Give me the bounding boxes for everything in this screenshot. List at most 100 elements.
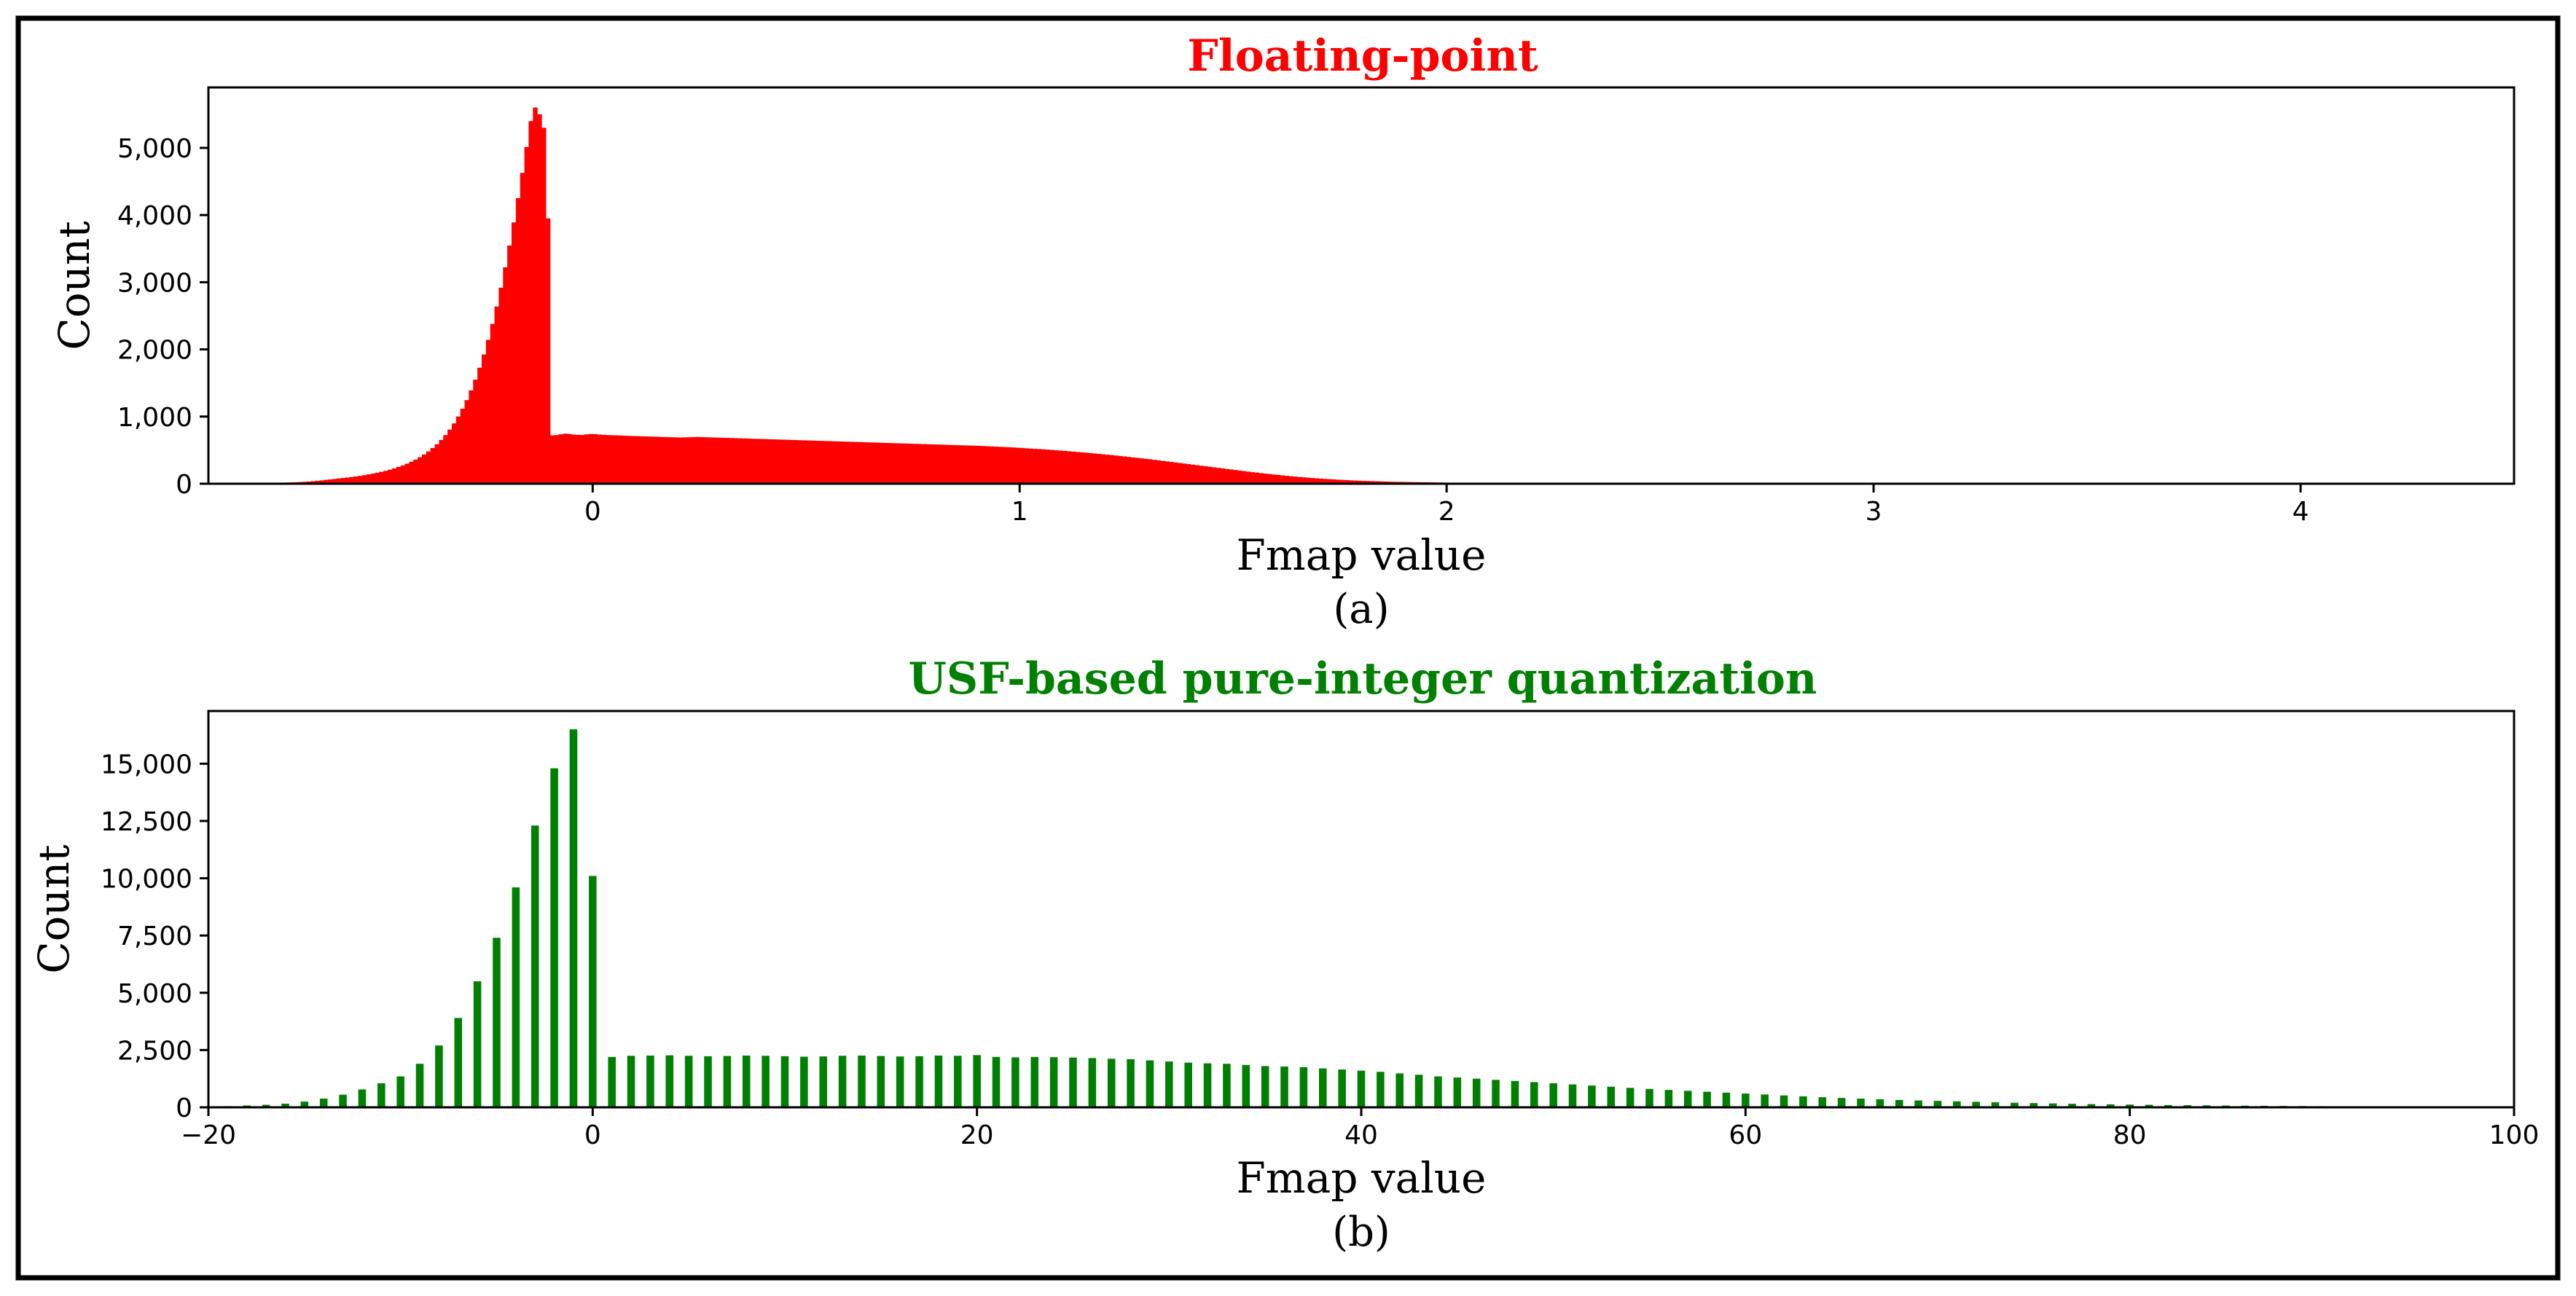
panel-a-bar <box>703 437 709 484</box>
panel-a-bar <box>477 367 482 484</box>
panel-a-bar <box>1258 473 1264 484</box>
panel-a-bar <box>375 472 380 484</box>
panel-a-bar <box>815 440 820 484</box>
panel-a-bar <box>597 434 602 484</box>
panel-a-y-label: Count <box>50 221 99 350</box>
panel-a-bar <box>1092 453 1097 484</box>
panel-b-bar <box>1703 1091 1711 1107</box>
panel-a-bar <box>584 434 590 484</box>
panel-a-bar <box>315 480 320 484</box>
panel-a-bar <box>1181 463 1187 484</box>
panel-a-bar <box>1357 480 1362 484</box>
panel-b-bar <box>1664 1090 1673 1107</box>
panel-b-bar <box>415 1064 424 1107</box>
panel-a-bar <box>579 435 585 484</box>
panel-b-bar <box>1953 1101 1961 1107</box>
panel-a-axes <box>207 86 2516 485</box>
panel-b-bar <box>1203 1063 1212 1107</box>
panel-b-y-tick-label: 15,000 <box>101 750 192 779</box>
panel-a-bar <box>1164 461 1170 484</box>
panel-a-bar <box>388 469 393 484</box>
panel-b-bar <box>2126 1104 2134 1107</box>
panel-a-bar <box>409 461 414 484</box>
panel-a-bar <box>810 440 815 484</box>
panel-a-bar <box>1263 474 1268 484</box>
panel-a-bar <box>1079 452 1084 484</box>
panel-b-bar <box>531 825 539 1107</box>
panel-a-bar <box>1211 467 1217 484</box>
panel-b-bar <box>435 1045 443 1107</box>
panel-a-bar <box>1190 464 1196 484</box>
panel-a-bar <box>310 481 316 484</box>
panel-a-y-tick-label: 0 <box>176 470 192 500</box>
panel-a-x-tick-label: 1 <box>1011 497 1028 527</box>
panel-b-y-label: Count <box>29 844 79 973</box>
panel-a-bar <box>964 445 969 484</box>
panel-a-bar <box>1194 465 1199 484</box>
panel-a-bar <box>1130 457 1136 484</box>
panel-a-bar <box>537 114 542 484</box>
panel-a-bar <box>1011 447 1016 484</box>
panel-a-bar <box>512 222 517 484</box>
panel-a-bar <box>708 437 713 484</box>
panel-a-bar <box>673 437 679 484</box>
panel-a-x-tick-label: 3 <box>1866 497 1882 527</box>
panel-a-bar <box>780 439 786 484</box>
panel-a-bar <box>592 433 598 484</box>
panel-a-bar <box>520 173 525 484</box>
panel-b-bar <box>1088 1058 1097 1107</box>
panel-a-bar <box>481 354 487 484</box>
panel-b-bar <box>934 1055 943 1107</box>
panel-a-bar <box>1036 449 1042 484</box>
panel-a-bar <box>831 441 837 484</box>
panel-b-bar <box>1338 1069 1346 1107</box>
panel-b-bar <box>1165 1061 1173 1107</box>
panel-a-bar <box>904 443 909 484</box>
panel-a-bar <box>776 439 781 484</box>
panel-b-bar <box>300 1101 309 1107</box>
panel-b-x-label: Fmap value <box>1237 1153 1487 1203</box>
panel-a-bar <box>1019 447 1025 484</box>
panel-b-bar <box>1242 1064 1250 1107</box>
panel-b-bars <box>224 729 2441 1107</box>
panel-a-bar <box>1327 479 1332 484</box>
panel-a-bar <box>845 441 850 484</box>
panel-b-bar <box>1683 1091 1692 1107</box>
panel-a-bar <box>960 445 965 484</box>
panel-b-bar <box>569 729 578 1107</box>
panel-a-bar <box>571 434 576 484</box>
panel-a-bar <box>324 479 329 484</box>
panel-a-bar <box>1186 464 1191 484</box>
panel-a-bar <box>1215 468 1221 484</box>
panel-a-bar <box>1121 456 1127 484</box>
panel-b-y-tick-label: 12,500 <box>101 807 192 837</box>
panel-a-bar <box>737 438 743 484</box>
panel-a-bar <box>1224 468 1229 484</box>
panel-a-bar <box>1027 448 1033 484</box>
panel-a-bar <box>1057 450 1063 484</box>
panel-b-bar <box>1223 1064 1231 1107</box>
panel-b-bar <box>1876 1099 1884 1107</box>
panel-a-bar <box>840 441 845 484</box>
panel-a-bar <box>848 441 854 484</box>
panel-b-bar <box>396 1076 404 1107</box>
panel-b-bar <box>1280 1067 1288 1107</box>
panel-b-bar <box>1780 1095 1788 1107</box>
panel-a-bar <box>618 435 623 484</box>
panel-a-bar <box>678 437 683 484</box>
panel-a-bar <box>921 444 926 484</box>
panel-a-bar <box>866 442 871 484</box>
panel-b-bar <box>1261 1066 1269 1107</box>
panel-b-x-tick-label: 80 <box>2113 1120 2147 1150</box>
panel-a-bar <box>1250 472 1256 484</box>
panel-a-bar <box>1075 452 1080 484</box>
panel-b-y-tick-label: 0 <box>176 1093 192 1123</box>
panel-a-bar <box>1297 476 1302 484</box>
panel-b-bar <box>646 1055 654 1107</box>
panel-a-bar <box>712 437 717 484</box>
panel-a-bar <box>699 437 705 484</box>
panel-a-bar <box>609 435 615 484</box>
panel-b-bar <box>1530 1082 1538 1107</box>
panel-a-bar <box>1148 459 1153 484</box>
panel-a-bar <box>1382 481 1387 484</box>
